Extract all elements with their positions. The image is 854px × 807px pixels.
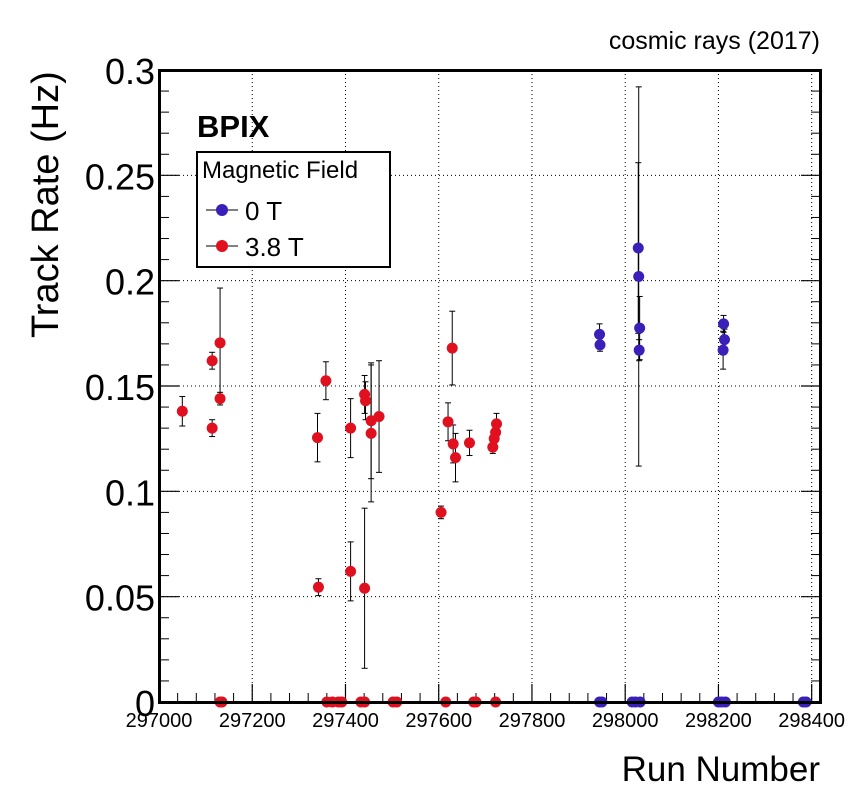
legend-marker-0t bbox=[216, 204, 228, 216]
data-point-0t bbox=[633, 344, 645, 356]
x-tick-label: 297400 bbox=[312, 710, 379, 732]
y-tick-label: 0.25 bbox=[85, 156, 155, 197]
y-tick-label: 0.05 bbox=[85, 578, 155, 619]
data-point-38t bbox=[312, 581, 324, 593]
y-tick-label: 0 bbox=[135, 683, 155, 724]
data-point-38t bbox=[206, 422, 218, 434]
x-tick-label: 297800 bbox=[499, 710, 566, 732]
x-tick-label: 298000 bbox=[592, 710, 659, 732]
legend: Magnetic Field 0 T 3.8 T bbox=[196, 151, 391, 268]
data-point-38t bbox=[487, 441, 499, 453]
detector-annotation: BPIX bbox=[197, 109, 270, 144]
data-point-38t bbox=[447, 438, 459, 450]
data-point-0t bbox=[718, 318, 730, 330]
data-point-38t bbox=[359, 582, 371, 594]
data-point-38t bbox=[373, 411, 385, 423]
chart-title: cosmic rays (2017) bbox=[609, 27, 820, 55]
data-point-38t bbox=[206, 355, 218, 367]
y-tick-label: 0.3 bbox=[105, 51, 155, 92]
data-point-0t bbox=[594, 328, 606, 340]
data-point-38t bbox=[320, 375, 332, 387]
data-points bbox=[176, 242, 812, 708]
data-point-0t bbox=[718, 334, 730, 346]
x-tick-label: 297200 bbox=[219, 710, 286, 732]
x-tick-label: 298400 bbox=[778, 710, 845, 732]
data-point-38t bbox=[345, 422, 357, 434]
data-point-0t bbox=[717, 344, 729, 356]
data-point-38t bbox=[345, 565, 357, 577]
y-tick-label: 0.2 bbox=[105, 262, 155, 303]
data-point-38t bbox=[450, 452, 462, 464]
y-tick-label: 0.1 bbox=[105, 472, 155, 513]
y-axis-label: Track Rate (Hz) bbox=[25, 71, 67, 338]
data-point-38t bbox=[360, 395, 372, 407]
data-point-38t bbox=[312, 432, 324, 444]
x-tick-label: 297600 bbox=[405, 710, 472, 732]
legend-label-0t: 0 T bbox=[245, 196, 282, 226]
legend-marker-38t bbox=[216, 240, 228, 252]
data-point-38t bbox=[365, 427, 377, 439]
data-point-38t bbox=[435, 506, 447, 518]
data-point-38t bbox=[214, 393, 226, 405]
x-tick-label: 298200 bbox=[685, 710, 752, 732]
tick-labels: 297000 297200 297400 297600 297800 298000 2982… bbox=[85, 51, 845, 732]
data-point-38t bbox=[442, 416, 454, 428]
data-point-38t bbox=[214, 337, 226, 349]
y-tick-label: 0.15 bbox=[85, 367, 155, 408]
data-point-0t bbox=[634, 322, 646, 334]
legend-title: Magnetic Field bbox=[202, 157, 358, 184]
legend-label-38t: 3.8 T bbox=[245, 232, 304, 262]
data-point-0t bbox=[594, 339, 606, 351]
data-point-38t bbox=[176, 405, 188, 417]
data-point-0t bbox=[632, 242, 644, 254]
data-point-38t bbox=[446, 342, 458, 354]
x-axis-label: Run Number bbox=[622, 750, 821, 789]
plot-frame bbox=[158, 69, 822, 704]
data-point-0t bbox=[633, 270, 645, 282]
x-tick-label: 297000 bbox=[126, 710, 193, 732]
data-point-38t bbox=[463, 437, 475, 449]
data-point-38t bbox=[490, 426, 502, 438]
data-point-38t bbox=[491, 418, 503, 430]
